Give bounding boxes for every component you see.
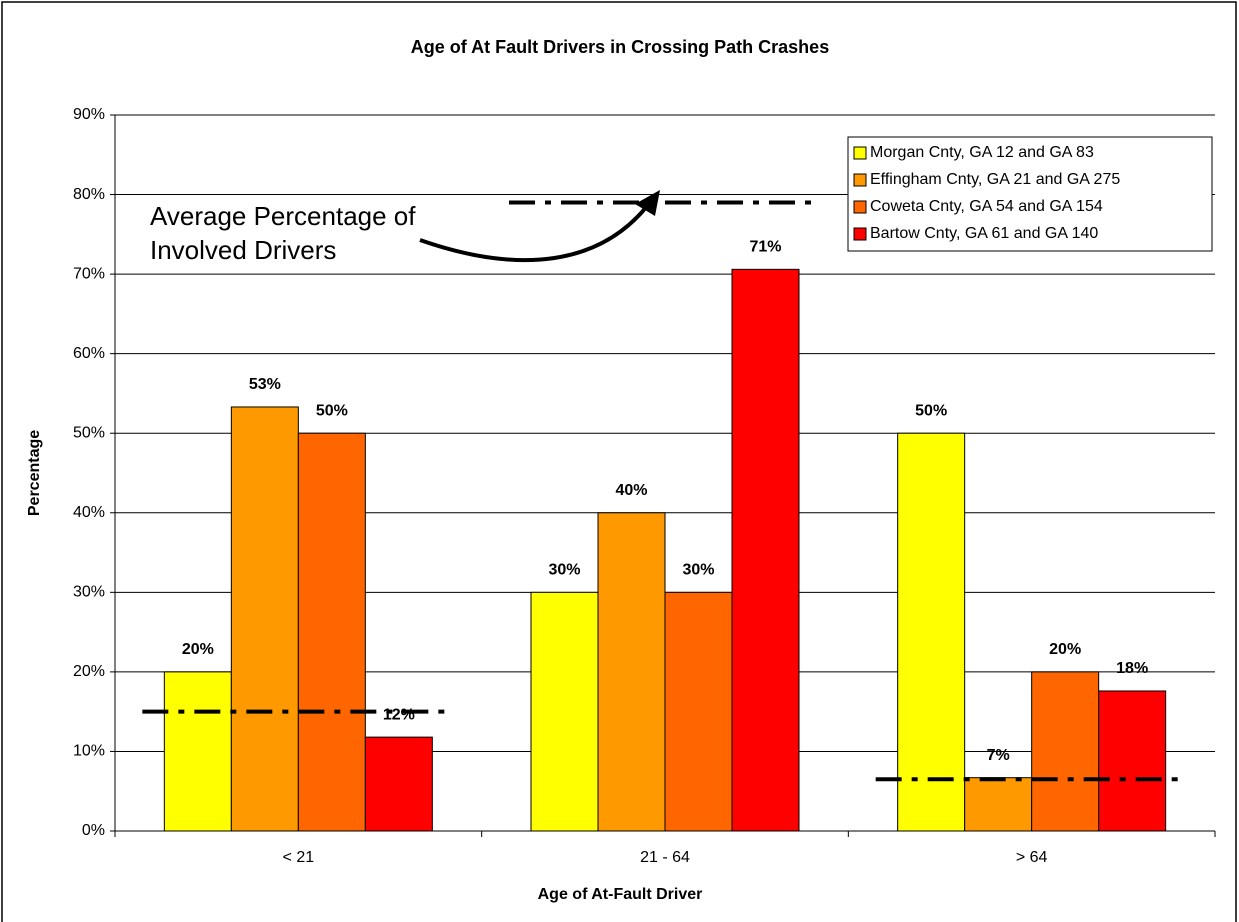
annotation-arrow [419, 203, 650, 263]
data-label: 50% [316, 402, 348, 419]
x-axis-label: Age of At-Fault Driver [538, 886, 703, 903]
legend-box [847, 136, 1213, 252]
arrow-head [635, 190, 660, 216]
y-tick-label: 70% [73, 265, 105, 282]
y-tick-label: 40% [73, 504, 105, 521]
bar [1031, 671, 1100, 832]
y-tick-label: 30% [73, 584, 105, 601]
y-tick-label: 60% [73, 345, 105, 362]
data-label: 71% [749, 239, 781, 256]
legend-label: Bartow Cnty, GA 61 and GA 140 [870, 225, 1098, 242]
bar [1098, 690, 1167, 832]
legend-swatch [853, 173, 867, 187]
annotation-line: Involved Drivers [150, 235, 336, 265]
legend-label: Morgan Cnty, GA 12 and GA 83 [870, 144, 1094, 161]
y-tick-label: 0% [82, 822, 105, 839]
y-tick-label: 10% [73, 743, 105, 760]
data-label: 30% [548, 562, 580, 579]
bar [731, 268, 800, 832]
y-tick-label: 80% [73, 186, 105, 203]
y-tick-label: 50% [73, 424, 105, 441]
chart-title: Age of At Fault Drivers in Crossing Path… [411, 37, 829, 57]
data-label: 20% [182, 641, 214, 658]
data-label: 40% [615, 482, 647, 499]
x-tick-label: 21 - 64 [640, 849, 690, 866]
legend-swatch [853, 227, 867, 241]
data-label: 30% [682, 562, 714, 579]
bar [163, 671, 232, 832]
y-tick-label: 20% [73, 663, 105, 680]
data-label: 12% [383, 706, 415, 723]
data-label: 53% [249, 376, 281, 393]
legend-swatch [853, 146, 867, 160]
bar [664, 591, 733, 832]
bar [964, 777, 1033, 832]
legend-label: Effingham Cnty, GA 21 and GA 275 [870, 171, 1120, 188]
bar [297, 432, 366, 832]
annotation-line: Average Percentage of [150, 201, 416, 231]
data-label: 18% [1116, 660, 1148, 677]
bar [364, 736, 433, 832]
bar [530, 591, 599, 832]
bar [597, 512, 666, 832]
y-axis-label: Percentage [26, 430, 43, 516]
bar [897, 432, 966, 832]
plot-area: 0% 10% 20% 30% 40% 50% 60% 70% 80% 90% < 21 20% 53% 5… [73, 106, 1216, 866]
x-tick-label: < 21 [283, 849, 315, 866]
bar [230, 406, 299, 832]
data-label: 50% [915, 402, 947, 419]
legend-swatch [853, 200, 867, 214]
data-label: 7% [987, 747, 1010, 764]
legend-label: Coweta Cnty, GA 54 and GA 154 [870, 198, 1103, 215]
data-label: 20% [1049, 641, 1081, 658]
y-tick-label: 90% [73, 106, 105, 123]
x-tick-label: > 64 [1016, 849, 1048, 866]
